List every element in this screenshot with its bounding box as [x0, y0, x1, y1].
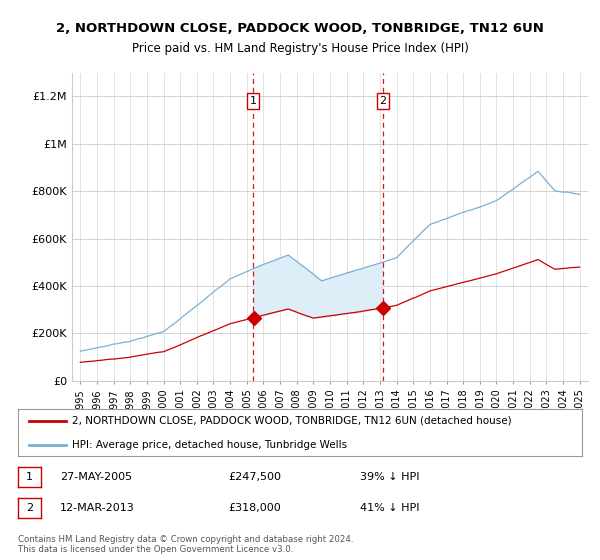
Text: 1: 1	[26, 473, 33, 482]
Text: £247,500: £247,500	[228, 473, 281, 482]
Text: 27-MAY-2005: 27-MAY-2005	[60, 473, 132, 482]
Text: 39% ↓ HPI: 39% ↓ HPI	[360, 473, 419, 482]
Text: 2: 2	[26, 503, 33, 513]
Text: HPI: Average price, detached house, Tunbridge Wells: HPI: Average price, detached house, Tunb…	[71, 440, 347, 450]
Text: 2, NORTHDOWN CLOSE, PADDOCK WOOD, TONBRIDGE, TN12 6UN: 2, NORTHDOWN CLOSE, PADDOCK WOOD, TONBRI…	[56, 22, 544, 35]
Text: 1: 1	[250, 96, 257, 106]
Text: Contains HM Land Registry data © Crown copyright and database right 2024.
This d: Contains HM Land Registry data © Crown c…	[18, 535, 353, 554]
Text: 12-MAR-2013: 12-MAR-2013	[60, 503, 135, 513]
Text: 2, NORTHDOWN CLOSE, PADDOCK WOOD, TONBRIDGE, TN12 6UN (detached house): 2, NORTHDOWN CLOSE, PADDOCK WOOD, TONBRI…	[71, 416, 511, 426]
Text: 2: 2	[380, 96, 386, 106]
Text: 41% ↓ HPI: 41% ↓ HPI	[360, 503, 419, 513]
Text: Price paid vs. HM Land Registry's House Price Index (HPI): Price paid vs. HM Land Registry's House …	[131, 42, 469, 55]
Text: £318,000: £318,000	[228, 503, 281, 513]
